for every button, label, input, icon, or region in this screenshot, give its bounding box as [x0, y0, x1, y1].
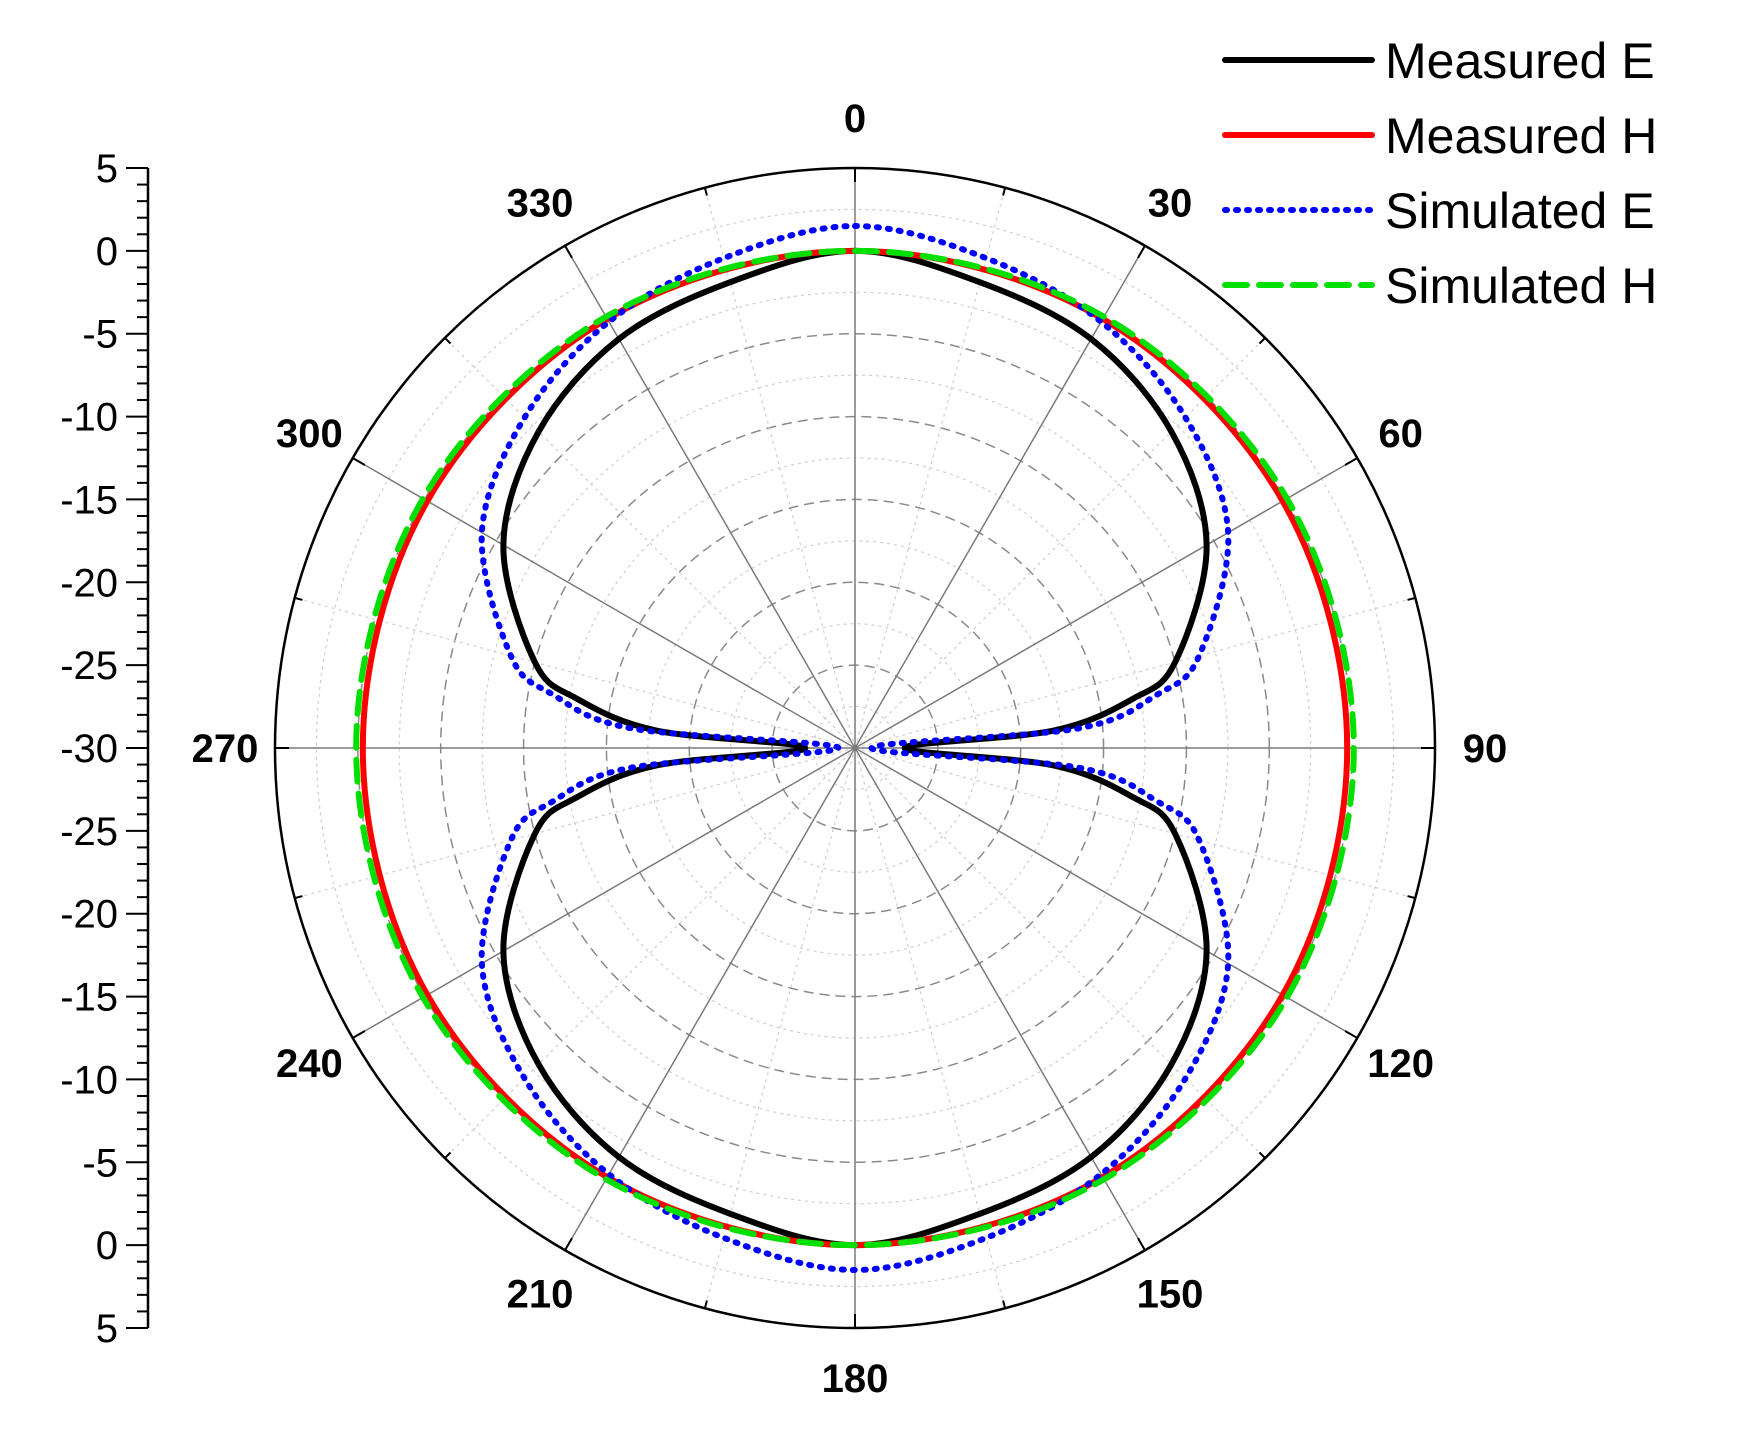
radial-tick-label: 0	[96, 230, 118, 274]
angle-tick	[294, 596, 303, 601]
angle-tick	[1407, 895, 1416, 900]
radial-tick-label: -5	[82, 313, 118, 357]
angle-tick	[1137, 1237, 1146, 1251]
angle-tick	[703, 187, 708, 196]
angle-tick-label: 150	[1137, 1273, 1204, 1317]
minor-spoke	[854, 747, 1416, 899]
minor-spoke	[854, 337, 1266, 749]
major-spoke	[564, 747, 856, 1251]
angle-tick	[352, 457, 366, 466]
radial-tick-label: -15	[60, 976, 118, 1020]
angle-tick-label: 90	[1463, 727, 1508, 771]
radial-axis: 5 0 -5 -10 -15 -20 -25 -30 -25 -20 -15 -10 -5 0 5	[60, 147, 150, 1351]
angle-tick-label: 330	[507, 181, 574, 225]
major-spoke	[352, 747, 856, 1039]
major-spoke	[564, 245, 856, 749]
radial-tick-label: -15	[60, 478, 118, 522]
radial-tick-label: -30	[60, 727, 118, 771]
minor-spoke	[444, 747, 856, 1159]
angle-tick-label: 0	[844, 97, 866, 141]
angle-tick	[1002, 1300, 1007, 1309]
legend-label: Measured E	[1385, 33, 1655, 89]
angle-tick	[1258, 337, 1266, 345]
angle-tick-label: 300	[276, 412, 343, 456]
angle-labels: 0 30 60 90 120 150 180 210 240 270 300 330	[192, 97, 1508, 1401]
radial-tick-label: 5	[96, 1307, 118, 1351]
radial-tick-label: 0	[96, 1224, 118, 1268]
angle-tick	[1407, 596, 1416, 601]
angle-tick-label: 120	[1367, 1042, 1434, 1086]
angle-tick	[703, 1300, 708, 1309]
minor-spoke	[294, 747, 856, 899]
series-lines	[353, 223, 1357, 1273]
radial-tick-label: -5	[82, 1141, 118, 1185]
legend-label: Measured H	[1385, 108, 1657, 164]
angle-tick	[1137, 245, 1146, 259]
minor-spoke	[444, 337, 856, 749]
angle-tick	[1344, 1030, 1358, 1039]
radial-tick-label: -25	[60, 644, 118, 688]
angle-tick-label: 270	[192, 727, 259, 771]
angle-tick	[1258, 1151, 1266, 1159]
series-line-simulated-e	[478, 223, 1232, 1273]
minor-spoke	[854, 597, 1416, 749]
minor-spoke	[854, 747, 1266, 1159]
legend: Measured E Measured H Simulated E Simulated…	[1222, 33, 1657, 314]
radial-tick-label: -20	[60, 893, 118, 937]
major-spoke	[854, 747, 1146, 1251]
major-spoke	[854, 245, 1146, 749]
angle-tick	[294, 895, 303, 900]
angle-tick-label: 180	[822, 1357, 889, 1401]
major-spoke	[854, 747, 1358, 1039]
minor-spoke	[294, 597, 856, 749]
angle-tick	[1344, 457, 1358, 466]
radial-tick-label: 5	[96, 147, 118, 191]
radial-tick-label: -10	[60, 1058, 118, 1102]
angle-tick-label: 30	[1148, 181, 1193, 225]
angle-tick	[444, 337, 452, 345]
angle-tick	[444, 1151, 452, 1159]
angle-tick	[564, 1237, 573, 1251]
angle-tick	[352, 1030, 366, 1039]
angle-tick-label: 240	[276, 1042, 343, 1086]
radial-tick-label: -20	[60, 561, 118, 605]
major-spoke	[352, 457, 856, 749]
angle-tick	[564, 245, 573, 259]
legend-label: Simulated E	[1385, 183, 1655, 239]
angle-tick	[1002, 187, 1007, 196]
angle-tick-label: 60	[1378, 412, 1423, 456]
legend-label: Simulated H	[1385, 258, 1657, 314]
major-spoke	[854, 457, 1358, 749]
polar-grid	[273, 166, 1437, 1330]
radial-tick-label: -10	[60, 396, 118, 440]
angle-tick-label: 210	[507, 1273, 574, 1317]
series-line-simulated-h	[353, 247, 1357, 1249]
radial-tick-label: -25	[60, 810, 118, 854]
